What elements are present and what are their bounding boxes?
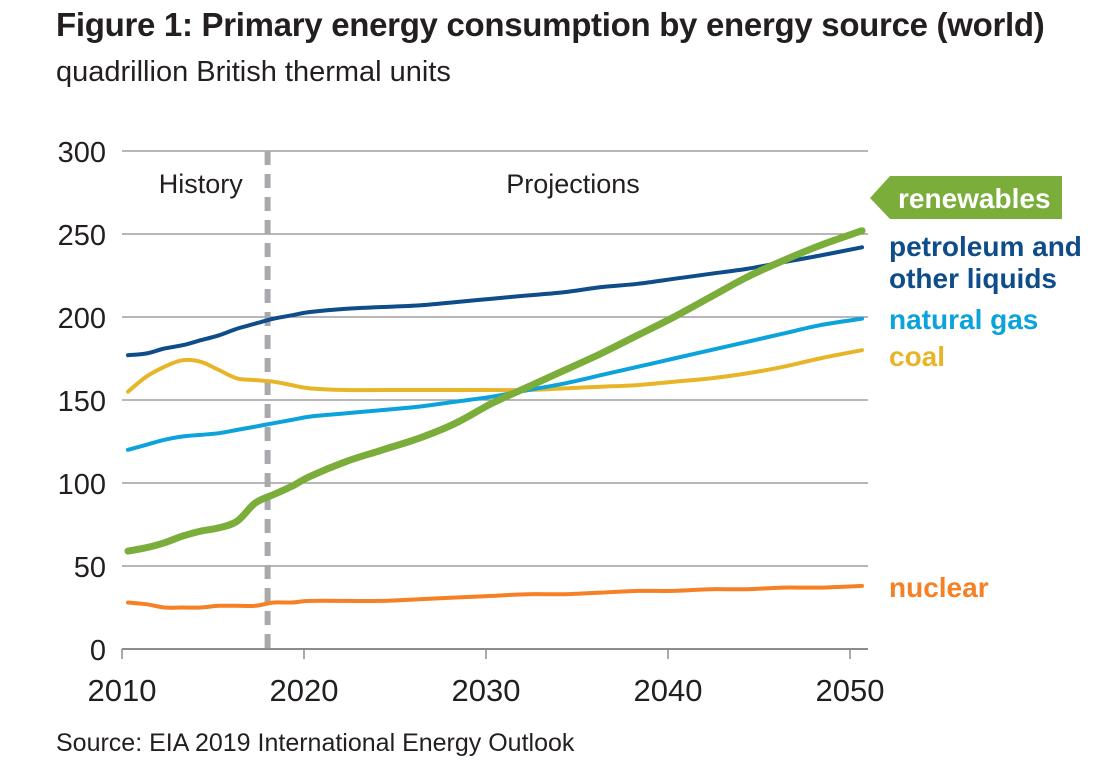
y-tick-label: 150 (58, 386, 106, 418)
series-line-natural-gas (126, 316, 864, 452)
y-axis-ticks: 0 50 100 150 200 250 300 (58, 137, 106, 667)
renewables-label-box (870, 176, 1062, 219)
chart-subtitle: quadrillion British thermal units (56, 56, 451, 88)
series-line-nuclear (126, 583, 864, 610)
y-tick-label: 200 (58, 303, 106, 335)
gridlines (122, 150, 868, 650)
series-label-natural-gas: natural gas (889, 304, 1038, 335)
series-label-nuclear: nuclear (889, 572, 989, 603)
series-label-petroleum: petroleum and other liquids (889, 231, 1082, 294)
series-label-renewables: renewables (898, 183, 1051, 214)
series-line-renewables (124, 227, 866, 555)
chart-title: Figure 1: Primary energy consumption by … (56, 6, 1045, 43)
x-axis: 2010 2020 2030 2040 2050 (88, 649, 885, 708)
history-label: History (159, 169, 244, 199)
y-tick-label: 250 (58, 220, 106, 252)
x-tick-label: 2030 (452, 673, 521, 708)
series-line-petroleum-and-other-liquids (126, 245, 864, 358)
projections-label: Projections (506, 169, 640, 199)
x-tick-label: 2010 (88, 673, 157, 708)
series-label-coal: coal (889, 341, 945, 372)
series-labels: renewables petroleum and other liquids natu… (870, 176, 1082, 603)
y-tick-label: 100 (58, 469, 106, 501)
source-note: Source: EIA 2019 International Energy Ou… (56, 729, 575, 757)
y-tick-label: 50 (74, 552, 106, 584)
y-tick-label: 0 (90, 635, 106, 667)
series-line-coal (126, 348, 864, 394)
series-lines (124, 227, 866, 610)
y-tick-label: 300 (58, 137, 106, 169)
x-tick-label: 2040 (634, 673, 703, 708)
x-tick-label: 2020 (270, 673, 339, 708)
x-tick-label: 2050 (816, 673, 885, 708)
